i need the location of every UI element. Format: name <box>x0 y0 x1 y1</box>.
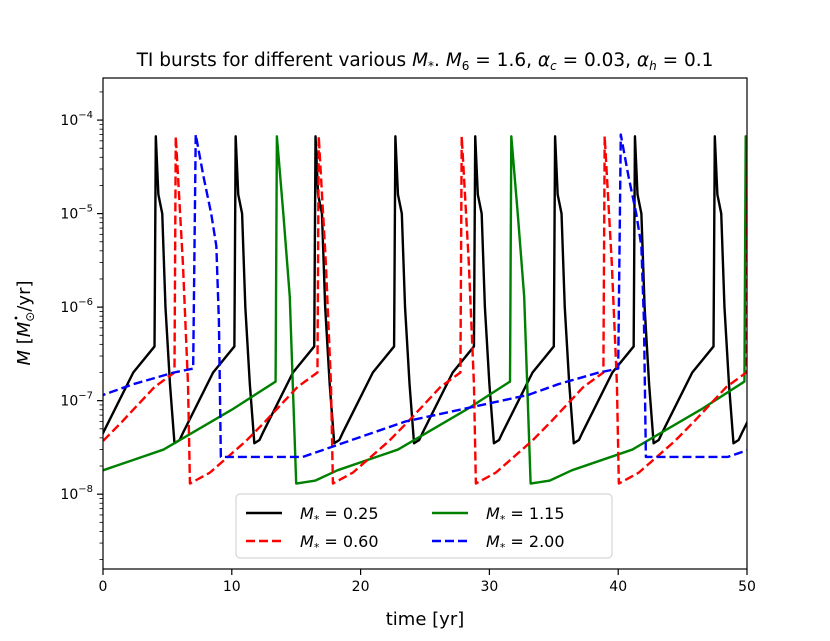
x-tick-label-5: 50 <box>738 579 756 595</box>
x-tick-label-1: 10 <box>223 579 241 595</box>
series-layer <box>103 133 747 485</box>
x-tick-label-3: 30 <box>480 579 498 595</box>
legend-box <box>235 493 613 559</box>
legend-label-1: M* = 1.15 <box>486 504 565 526</box>
y-tick-label-4: 10−4 <box>60 110 93 129</box>
y-tick-label-1: 10−7 <box>60 391 93 410</box>
legend-label-2: M* = 0.60 <box>300 532 379 554</box>
series-line-1 <box>103 135 747 485</box>
y-label-mdot-dot <box>14 316 18 320</box>
y-tick-label-2: 10−6 <box>60 297 93 316</box>
x-tick-label-4: 40 <box>609 579 627 595</box>
chart-title: TI bursts for different various M*. M6 =… <box>136 50 714 73</box>
x-tick-label-0: 0 <box>99 579 108 595</box>
ticks-layer: 0 10 20 30 40 50 10−8 10−7 10−6 10−5 10−4 <box>60 91 756 595</box>
x-axis-label: time [yr] <box>386 609 465 630</box>
series-line-3 <box>103 133 747 459</box>
y-tick-label-0: 10−8 <box>60 484 93 503</box>
series-line-0 <box>103 135 747 445</box>
series-line-2 <box>103 135 747 485</box>
legend-label-0: M* = 0.25 <box>300 504 379 526</box>
legend: M* = 0.25 M* = 1.15 M* = 0.60 M* = 2.00 <box>235 493 613 559</box>
plot-frame <box>102 77 748 570</box>
x-tick-label-2: 20 <box>352 579 370 595</box>
legend-label-3: M* = 2.00 <box>486 532 565 554</box>
y-tick-label-3: 10−5 <box>60 204 93 223</box>
y-axis-label: M [M⊙/yr] <box>14 280 37 365</box>
